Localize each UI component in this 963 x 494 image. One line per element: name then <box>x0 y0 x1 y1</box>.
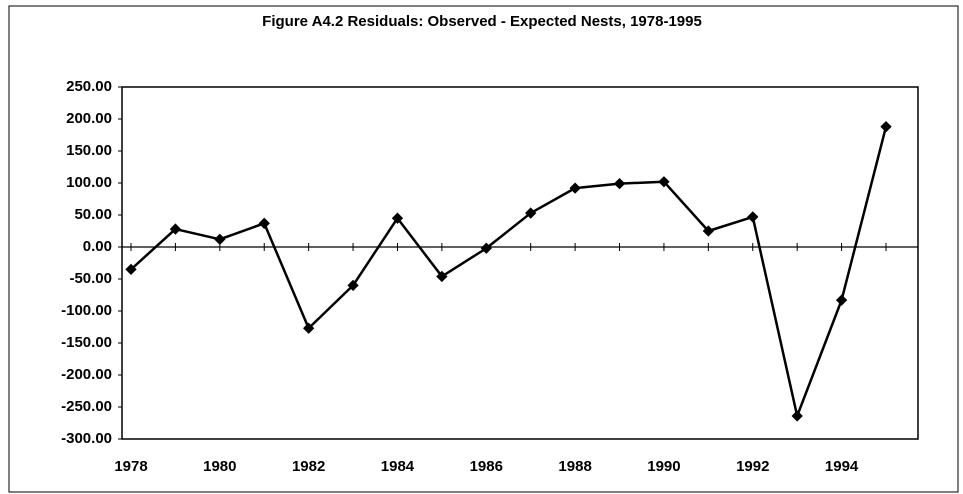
point-marker <box>613 177 626 190</box>
y-tick-label: -150.00 <box>61 334 112 351</box>
x-tick-label: 1990 <box>647 458 680 475</box>
point-marker <box>747 211 759 223</box>
x-tick-label: 1992 <box>736 458 769 475</box>
x-tick-label: 1994 <box>825 458 859 475</box>
point-marker <box>880 121 892 133</box>
y-tick-label: 50.00 <box>74 206 112 223</box>
plot-frame <box>121 86 919 440</box>
x-tick-label: 1980 <box>203 458 236 475</box>
x-tick-label: 1986 <box>470 458 503 475</box>
point-marker <box>214 233 226 245</box>
point-marker <box>258 217 270 229</box>
chart-title: Figure A4.2 Residuals: Observed - Expect… <box>262 13 702 30</box>
point-marker <box>569 182 581 194</box>
point-marker <box>480 242 492 254</box>
y-tick-label: 0.00 <box>83 238 112 255</box>
x-tick-label: 1982 <box>292 458 325 475</box>
y-tick-label: -300.00 <box>61 430 112 447</box>
point-marker <box>525 207 537 219</box>
y-tick-label: 200.00 <box>66 110 112 127</box>
point-marker <box>391 212 404 224</box>
point-marker <box>302 322 315 334</box>
x-tick-label: 1984 <box>381 458 415 475</box>
point-marker <box>347 279 359 292</box>
y-tick-label: -200.00 <box>61 366 112 383</box>
point-marker <box>658 176 670 188</box>
x-tick-label: 1988 <box>558 458 591 475</box>
y-tick-label: 100.00 <box>66 174 112 191</box>
y-tick-label: -50.00 <box>69 270 112 287</box>
y-tick-label: -250.00 <box>61 398 112 415</box>
point-marker <box>702 225 715 237</box>
series-line <box>130 126 888 418</box>
point-marker <box>791 410 803 422</box>
point-marker <box>835 294 848 306</box>
chart-frame <box>8 5 959 493</box>
point-marker <box>169 223 182 235</box>
y-tick-label: 250.00 <box>66 78 112 95</box>
y-tick-label: -100.00 <box>61 302 112 319</box>
point-marker <box>436 270 448 283</box>
y-tick-label: 150.00 <box>66 142 112 159</box>
x-tick-label: 1978 <box>114 458 147 475</box>
